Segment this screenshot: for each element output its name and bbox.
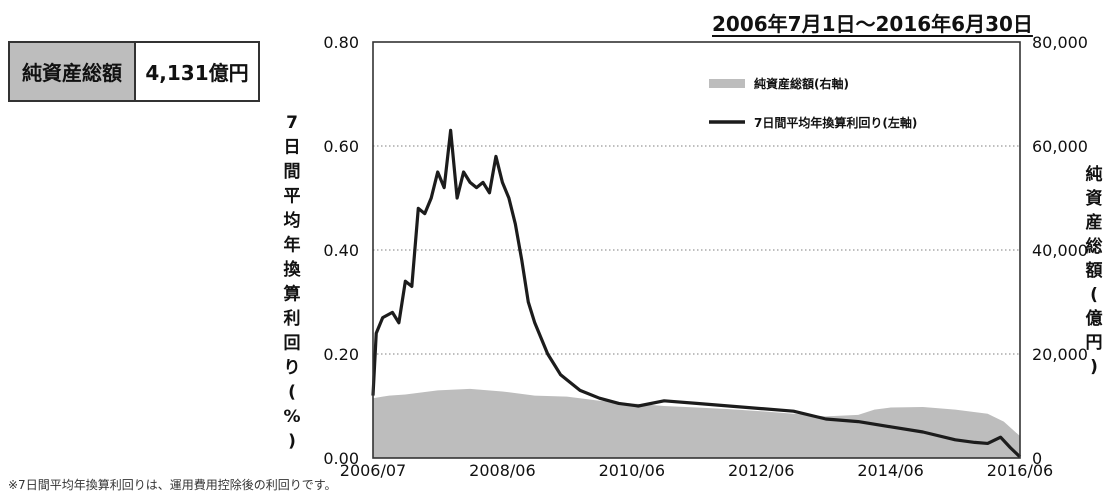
y-left-tick-label: 0.00 [323, 449, 359, 468]
legend-area-swatch [709, 79, 745, 88]
x-tick-label: 2008/06 [469, 461, 535, 480]
y-right-axis-label: 純資産総額(億円) [1085, 164, 1103, 377]
y-left-tick-label: 0.20 [323, 345, 359, 364]
y-right-tick-label: 60,000 [1032, 137, 1088, 156]
net-assets-value: 4,131億円 [145, 61, 249, 85]
y-right-tick-label: 20,000 [1032, 345, 1088, 364]
legend-area-label: 純資産総額(右軸) [754, 76, 849, 91]
y-left-tick-label: 0.40 [323, 241, 359, 260]
net-assets-label: 純資産総額 [10, 43, 136, 100]
series-net-assets-area [373, 388, 1020, 458]
x-tick-label: 2010/06 [599, 461, 665, 480]
y-left-tick-label: 0.80 [323, 33, 359, 52]
net-assets-summary: 純資産総額 4,131億円 [8, 41, 260, 102]
x-tick-label: 2012/06 [728, 461, 794, 480]
period-label: 2006年7月1日～2016年6月30日 [712, 12, 1033, 36]
y-left-tick-label: 0.60 [323, 137, 359, 156]
x-tick-label: 2006/07 [340, 461, 406, 480]
y-right-tick-label: 40,000 [1032, 241, 1088, 260]
y-right-tick-label: 80,000 [1032, 33, 1088, 52]
legend-line-label: 7日間平均年換算利回り(左軸) [754, 115, 917, 130]
series-yield-line [371, 128, 1022, 459]
footnote: ※7日間平均年換算利回りは、運用費用控除後の利回りです。 [8, 478, 337, 492]
x-tick-label: 2016/06 [987, 461, 1053, 480]
plot-frame [372, 41, 1021, 459]
y-left-axis-label: 7 日間平均年換算利回り(%) [283, 113, 302, 452]
x-tick-label: 2014/06 [857, 461, 923, 480]
y-right-tick-label: 0 [1032, 449, 1042, 468]
